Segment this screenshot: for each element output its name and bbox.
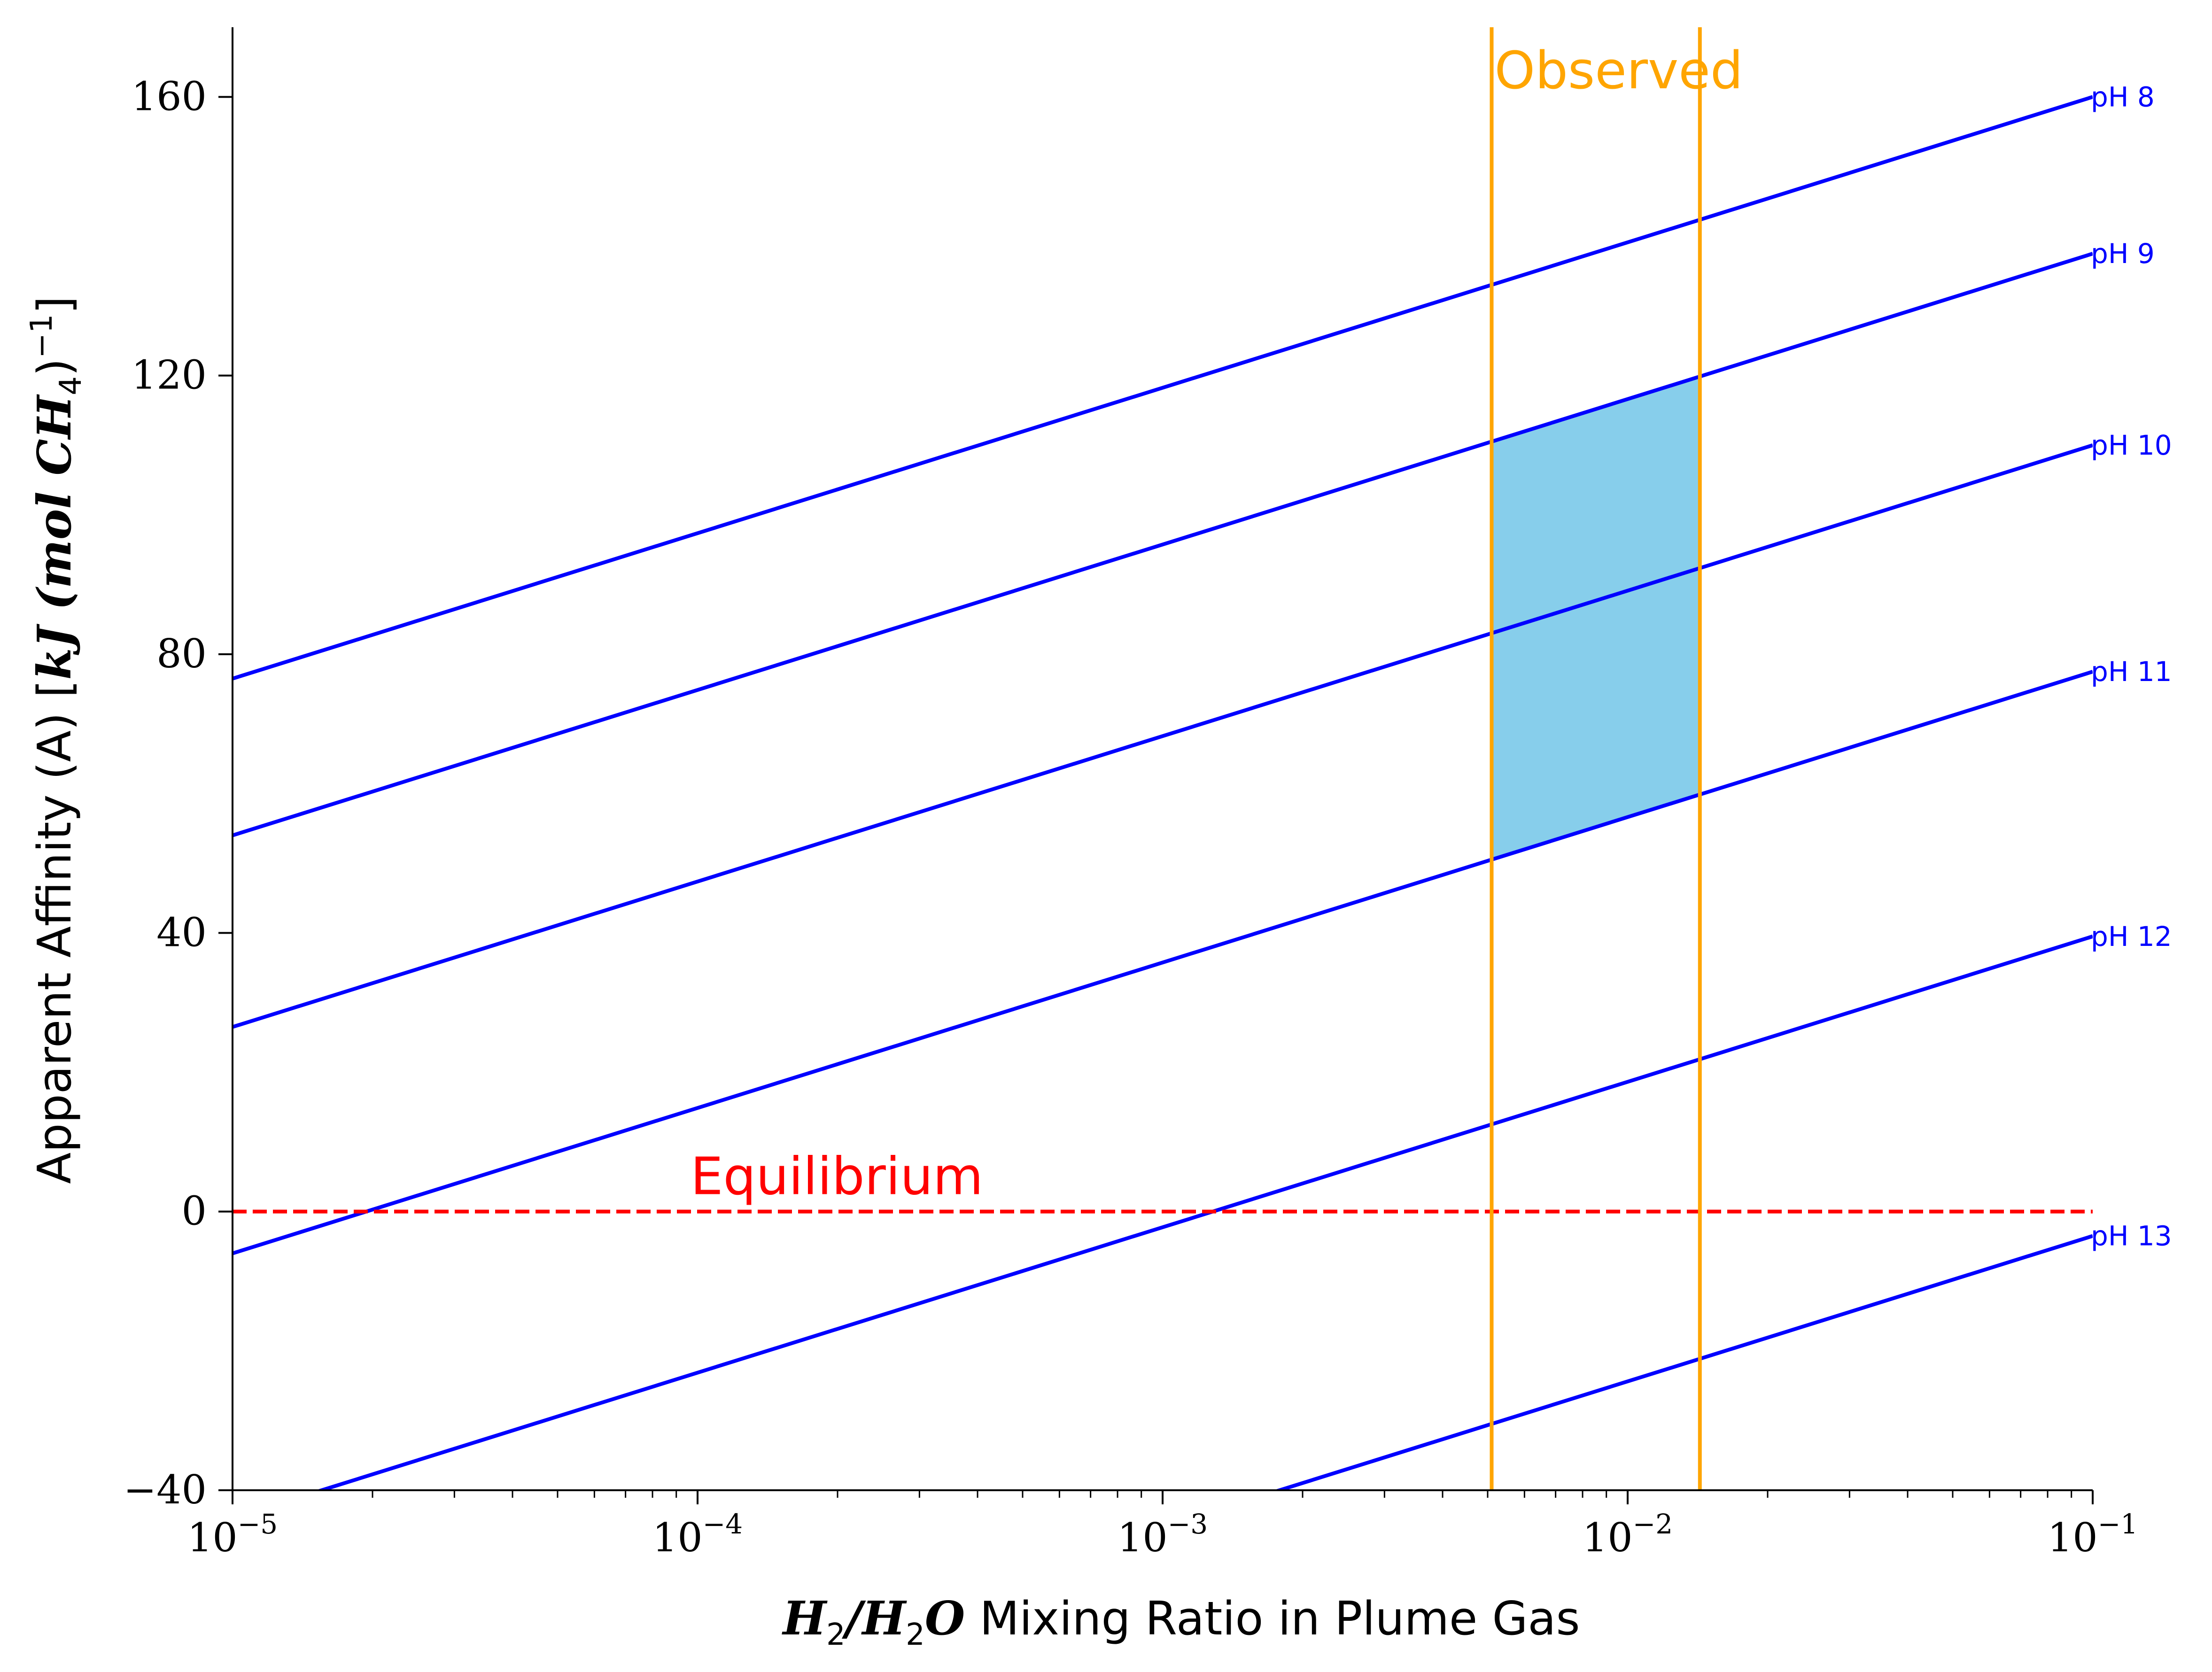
x-tick-label-2: 10−4 [652,1508,743,1561]
y-tick-label-6: 160 [132,73,207,119]
x-tick-base: 10 [187,1515,238,1561]
x-tick-label-1: 10−5 [187,1508,278,1561]
series-label-ph-12: pH 12 [2091,921,2172,952]
series-label-ph-13: pH 13 [2091,1220,2172,1252]
x-tick-base: 10 [652,1515,703,1561]
x-tick-label-3: 10−3 [1118,1508,1208,1561]
x-tick-exponent: −5 [238,1508,278,1540]
x-tick-base: 10 [1583,1515,1633,1561]
y-tick-label-2: 0 [182,1188,207,1234]
y-label-sup: −1 [24,314,59,358]
x-label-sub: 2 [906,1618,925,1652]
equilibrium-label: Equilibrium [691,1146,983,1206]
x-tick-base: 10 [2048,1515,2098,1561]
x-label-math: O [925,1592,965,1646]
y-tick-label-4: 80 [156,631,207,677]
x-axis-label: H2/H2O Mixing Ratio in Plume Gas [781,1592,1580,1652]
y-label-close: ] [28,296,82,314]
series-label-ph-9: pH 9 [2091,238,2155,270]
x-label-text: Mixing Ratio in Plume Gas [965,1592,1580,1646]
y-tick-label-1: −40 [124,1467,207,1513]
y-tick-label-3: 40 [156,909,207,955]
series-line-ph-10 [233,443,2093,1029]
series-label-ph-10: pH 10 [2091,429,2172,461]
x-tick-label-4: 10−2 [1583,1508,1673,1561]
series-line-ph-9 [233,252,2093,837]
observed-shaded-region [1491,376,1700,860]
x-label-sub: 2 [826,1618,846,1652]
x-tick-exponent: −4 [703,1508,743,1540]
y-label-sub: 4 [54,376,88,395]
y-tick-label-5: 120 [132,352,207,398]
y-label-paren: ) [28,358,82,376]
series-line-ph-13 [1273,1234,2093,1490]
series-label-ph-11: pH 11 [2091,656,2172,688]
x-tick-base: 10 [1118,1515,1168,1561]
x-tick-exponent: −2 [1633,1508,1673,1540]
x-tick-exponent: −3 [1168,1508,1208,1540]
y-label-text: Apparent Affinity (A) [ [28,680,82,1184]
series-label-ph-8: pH 8 [2091,81,2155,113]
series-line-ph-12 [315,934,2093,1490]
series-line-ph-8 [233,95,2093,681]
x-label-math: H [781,1592,828,1646]
x-tick-exponent: −1 [2098,1508,2138,1540]
series-line-ph-11 [233,670,2093,1255]
plot-area [233,27,2093,1490]
y-label-math: kJ (mol CH [28,394,82,680]
x-tick-label-5: 10−1 [2048,1508,2138,1561]
y-axis-label: Apparent Affinity (A) [kJ (mol CH4)−1] [24,296,88,1184]
observed-label: Observed [1494,40,1743,101]
x-label-math: /H [842,1592,908,1646]
